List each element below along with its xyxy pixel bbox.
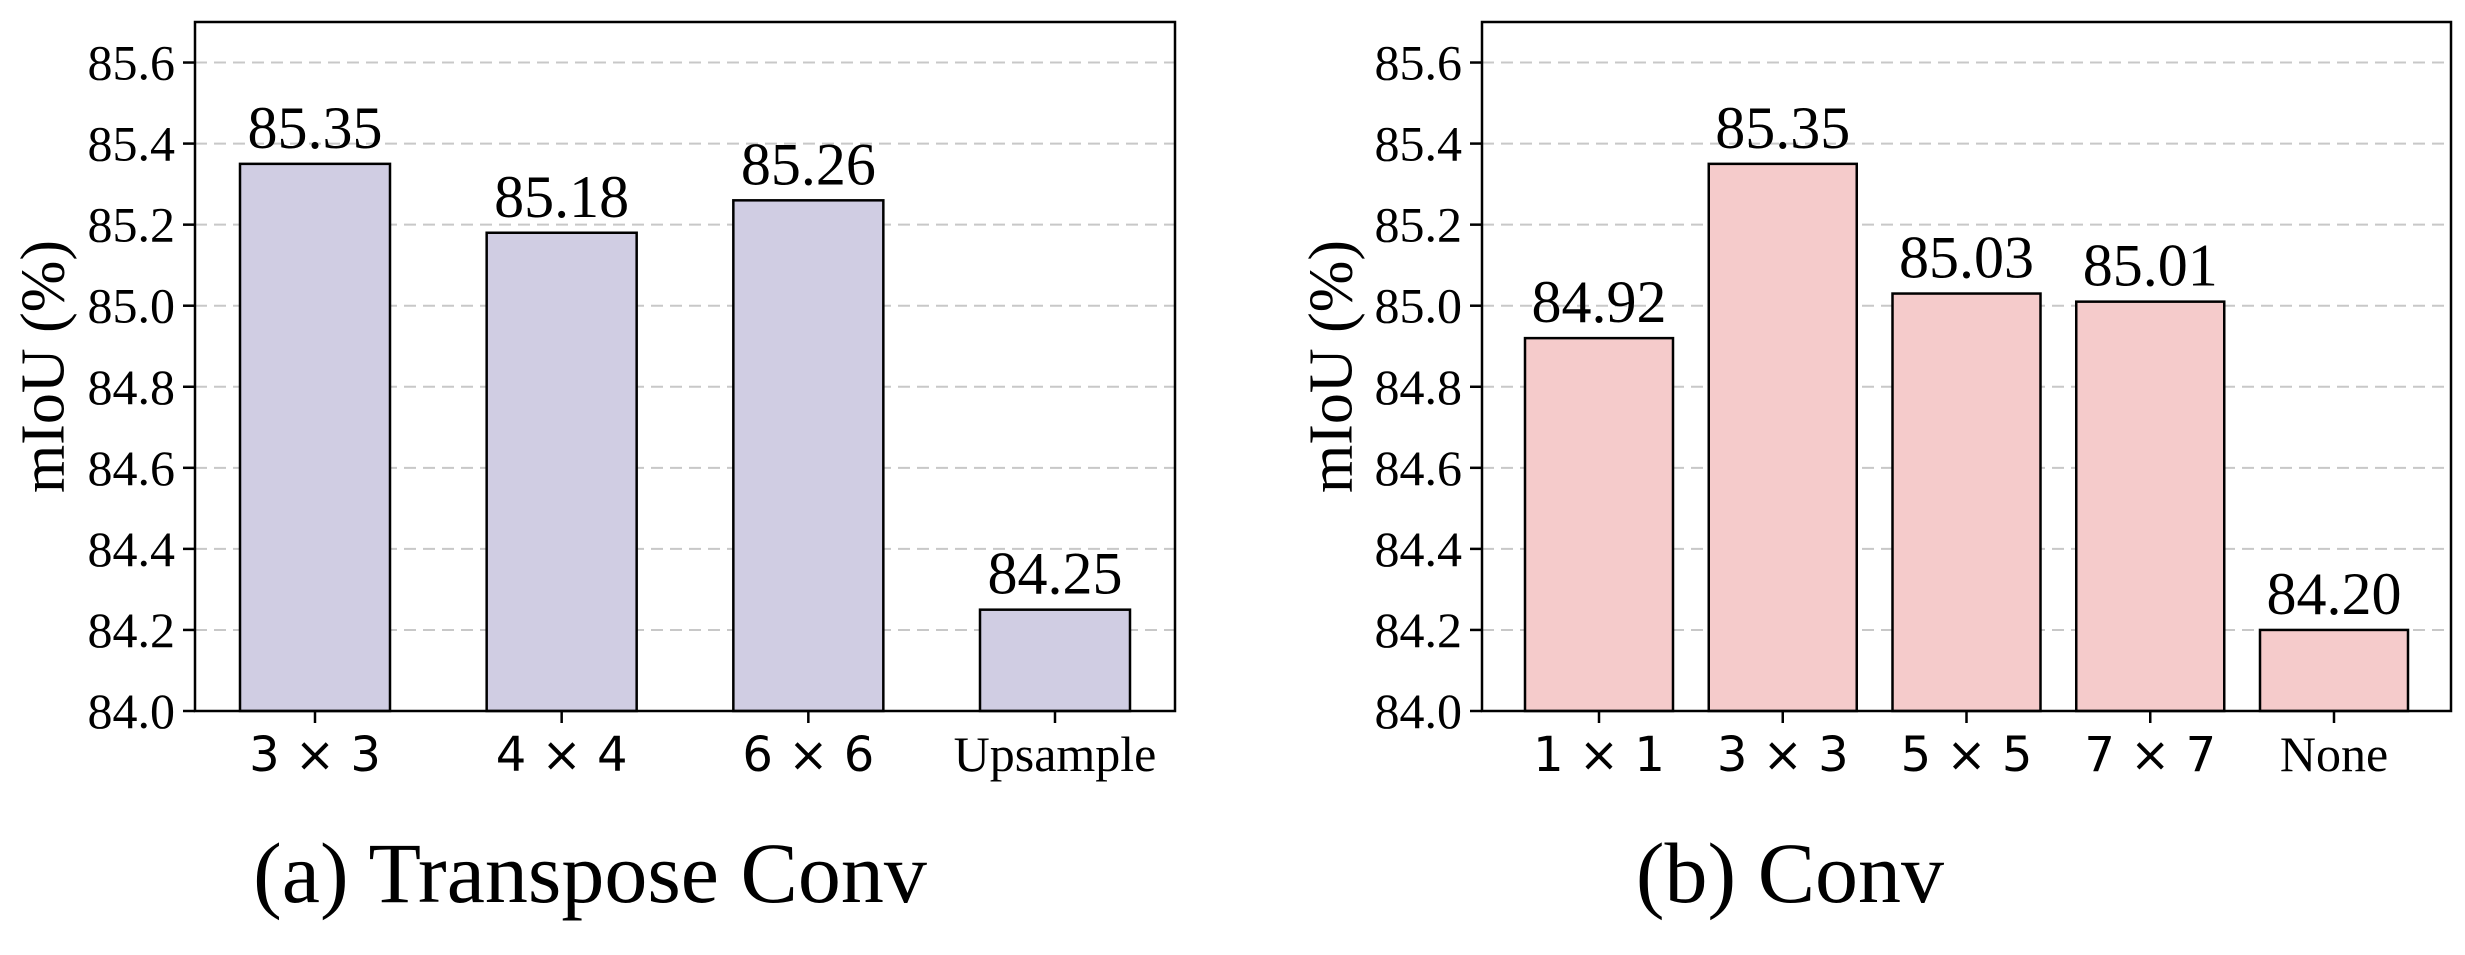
bar: [238, 162, 392, 713]
x-tick-label: 1 × 1: [1533, 727, 1665, 783]
panel-a-value-labels: 85.35 85.18 85.26 84.25: [248, 95, 1123, 607]
x-tick-label: Upsample: [954, 726, 1157, 782]
panel-a-bars: [238, 162, 1132, 713]
y-tick-label: 84.6: [1375, 440, 1463, 496]
x-tick-label: 3 × 3: [1717, 727, 1849, 783]
panel-a-y-axis-label: mIoU (%): [10, 240, 78, 493]
bar-value-label: 85.03: [1899, 225, 2034, 291]
bar-value-label: 85.26: [741, 131, 876, 197]
y-tick-label: 84.8: [88, 359, 176, 415]
y-tick-label: 84.4: [88, 521, 176, 577]
bar-value-label: 85.01: [2083, 233, 2218, 299]
y-tick-label: 85.4: [1375, 116, 1463, 172]
y-tick-label: 85.2: [88, 197, 176, 253]
x-tick-label: 5 × 5: [1901, 727, 2033, 783]
bar: [732, 199, 885, 713]
x-tick-label: None: [2280, 726, 2388, 782]
bar: [1523, 336, 1675, 713]
bar-value-label: 85.18: [494, 164, 629, 230]
y-tick-label: 85.6: [1375, 35, 1463, 91]
bar: [485, 231, 638, 713]
bar-value-label: 85.35: [248, 95, 383, 161]
bar-value-label: 84.20: [2267, 561, 2402, 627]
panel-b-bars: [1523, 162, 2410, 713]
panel-b-x-ticks: 1 × 1 3 × 3 5 × 5 7 × 7 None: [1533, 711, 2388, 783]
y-tick-label: 85.6: [88, 35, 176, 91]
bar-value-label: 84.25: [988, 541, 1123, 607]
y-tick-label: 84.2: [1375, 602, 1463, 658]
panel-a-x-ticks: 3 × 3 4 × 4 6 × 6 Upsample: [249, 711, 1156, 783]
panel-a: 84.0 84.2 84.4 84.6 84.8 85.0 85.2 85.4 85.6 3 ×…: [10, 20, 1177, 921]
bar: [2258, 628, 2410, 713]
panel-b: 84.0 84.2 84.4 84.6 84.8 85.0 85.2 85.4 85.6 1 ×…: [1298, 20, 2453, 921]
y-tick-label: 84.8: [1375, 359, 1463, 415]
panel-b-caption: (b) Conv: [1636, 825, 1944, 921]
y-tick-label: 85.2: [1375, 197, 1463, 253]
y-tick-label: 84.4: [1375, 521, 1463, 577]
bar-value-label: 84.92: [1532, 269, 1667, 335]
bar-value-label: 85.35: [1715, 95, 1850, 161]
y-tick-label: 85.0: [88, 278, 176, 334]
panel-a-y-ticks: 84.0 84.2 84.4 84.6 84.8 85.0 85.2 85.4 85.6: [88, 35, 195, 739]
panel-a-axes-frame: [193, 20, 1177, 713]
y-tick-label: 85.4: [88, 116, 176, 172]
bar: [1891, 292, 2042, 713]
panel-a-caption: (a) Transpose Conv: [253, 825, 927, 921]
x-tick-label: 4 × 4: [496, 727, 628, 783]
x-tick-label: 6 × 6: [742, 727, 874, 783]
y-tick-label: 84.0: [1375, 683, 1463, 739]
bar: [1707, 162, 1858, 713]
x-tick-label: 7 × 7: [2084, 727, 2216, 783]
panel-b-y-axis-label: mIoU (%): [1298, 240, 1366, 493]
y-tick-label: 84.2: [88, 602, 176, 658]
y-tick-label: 84.6: [88, 440, 176, 496]
y-tick-label: 84.0: [88, 683, 176, 739]
x-tick-label: 3 × 3: [249, 727, 381, 783]
bar: [978, 608, 1132, 713]
panel-b-value-labels: 84.92 85.35 85.03 85.01 84.20: [1532, 95, 2402, 627]
y-tick-label: 85.0: [1375, 278, 1463, 334]
panel-b-y-ticks: 84.0 84.2 84.4 84.6 84.8 85.0 85.2 85.4 85.6: [1375, 35, 1482, 739]
bar: [2075, 300, 2226, 713]
